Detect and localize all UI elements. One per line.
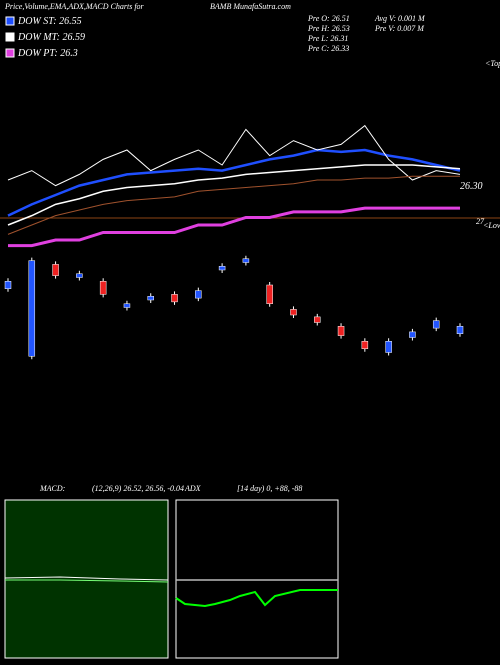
- candle: [123, 303, 131, 308]
- candle: [4, 281, 12, 289]
- macd-values: (12,26,9) 26.52, 26.56, -0.04: [92, 484, 184, 493]
- candle: [456, 326, 464, 334]
- candle: [218, 266, 226, 271]
- legend-label: DOW MT: 26.59: [17, 32, 85, 43]
- candle: [432, 320, 440, 329]
- candle: [99, 281, 107, 295]
- adx-label: ADX: [184, 484, 202, 493]
- candle: [195, 290, 202, 299]
- legend-swatch: [5, 16, 15, 26]
- legend-swatch: [5, 32, 15, 42]
- adx-values: [14 day) 0, +88, -88: [237, 484, 302, 493]
- candle: [266, 284, 273, 304]
- stat-text: Pre L: 26.31: [307, 34, 348, 43]
- candle: [76, 273, 83, 278]
- price-line: [8, 206, 460, 248]
- stat-text: Pre O: 26.51: [307, 14, 350, 23]
- candle: [290, 309, 297, 316]
- candle: [171, 294, 178, 303]
- price-line: [7, 148, 461, 217]
- adx-panel: [175, 499, 339, 659]
- stat-text: Pre V: 0.007 M: [374, 24, 425, 33]
- candle: [147, 296, 154, 301]
- plus-di-line: [175, 589, 338, 608]
- legend-swatch: [5, 48, 15, 58]
- annotation: <Tops: [485, 59, 500, 68]
- chart-title: Price,Volume,EMA,ADX,MACD Charts for: [4, 2, 145, 11]
- candle: [314, 316, 321, 323]
- price-line: [7, 175, 460, 235]
- stat-text: Pre H: 26.53: [307, 24, 350, 33]
- candle: [337, 326, 345, 336]
- macd-label: MACD:: [39, 484, 66, 493]
- candle: [52, 264, 59, 276]
- legend-label: DOW PT: 26.3: [17, 48, 78, 59]
- macd-line: [4, 576, 169, 581]
- stat-text: Avg V: 0.001 M: [374, 14, 426, 23]
- stat-text: Pre C: 26.33: [307, 44, 349, 53]
- annotation: <Lows: [483, 221, 500, 230]
- annotation: 27: [476, 217, 485, 226]
- candle: [28, 260, 36, 357]
- candle: [242, 258, 250, 263]
- price-line: [7, 124, 461, 187]
- macd-signal: [5, 579, 169, 583]
- candle: [409, 331, 416, 338]
- legend-label: DOW ST: 26.55: [17, 16, 82, 27]
- price-line: [7, 164, 461, 226]
- annotation: 26.30: [460, 181, 483, 192]
- chart-subtitle: BAMB MunafaSutra.com: [210, 2, 291, 11]
- candle: [361, 341, 369, 349]
- candle: [385, 341, 392, 353]
